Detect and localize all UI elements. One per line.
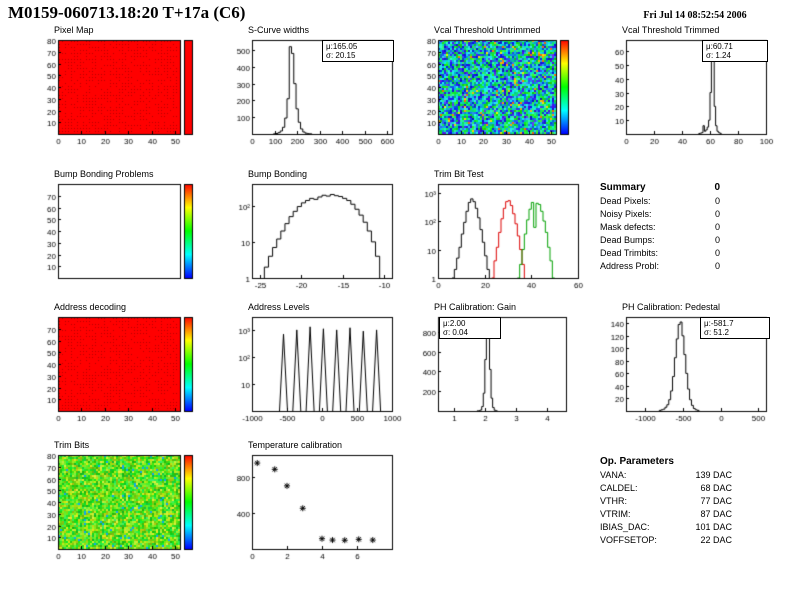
vcal-threshold-untrimmed-title: Vcal Threshold Untrimmed (434, 25, 541, 35)
pixel-map-title: Pixel Map (54, 25, 94, 35)
vcal-threshold-untrimmed-plot (408, 36, 594, 158)
stat-sigma: σ: 1.24 (706, 51, 731, 60)
summary-grade: 0 (714, 182, 720, 193)
op-parameters-header: Op. Parameters (600, 455, 732, 468)
trim-bits-plot (28, 451, 214, 573)
address-levels-plot (222, 313, 408, 435)
stat-mu: μ:2.00 (443, 319, 466, 328)
trim-bits-title: Trim Bits (54, 440, 90, 450)
page-title: M0159-060713.18:20 T+17a (C6) (8, 3, 246, 22)
bump-bonding-plot (222, 180, 408, 302)
summary-row-dead-trimbits: Dead Trimbits: 0 (600, 247, 720, 258)
stat-sigma: σ: 0.04 (443, 328, 468, 337)
stat-mu: μ:60.71 (706, 42, 733, 51)
bump-bonding-problems-title: Bump Bonding Problems (54, 169, 154, 179)
trim-bit-test-plot (408, 180, 594, 302)
timestamp: Fri Jul 14 08:52:54 2006 (643, 10, 747, 21)
op-row-caldel: CALDEL: 68 DAC (600, 482, 732, 493)
stat-sigma: σ: 51.2 (704, 328, 729, 337)
stat-mu: μ:-581.7 (704, 319, 734, 328)
op-row-vthr: VTHR: 77 DAC (600, 495, 732, 506)
op-row-vtrim: VTRIM: 87 DAC (600, 508, 732, 519)
summary-panel: Summary 0 Dead Pixels: 0 Noisy Pixels: 0 M… (600, 181, 720, 272)
bump-bonding-title: Bump Bonding (248, 169, 308, 179)
temperature-calibration-plot (222, 451, 408, 573)
vcal-trimmed-stats-box: μ:60.71 σ: 1.24 (702, 40, 768, 62)
address-decoding-plot (28, 313, 214, 435)
address-decoding-title: Address decoding (54, 302, 127, 312)
temperature-calibration-title: Temperature calibration (248, 440, 343, 450)
summary-row-address-probl: Address Probl: 0 (600, 260, 720, 271)
op-row-voffsetop: VOFFSETOP: 22 DAC (600, 534, 732, 545)
summary-row-noisy-pixels: Noisy Pixels: 0 (600, 208, 720, 219)
summary-row-dead-pixels: Dead Pixels: 0 (600, 195, 720, 206)
summary-row-dead-bumps: Dead Bumps: 0 (600, 234, 720, 245)
summary-row-mask-defects: Mask defects: 0 (600, 221, 720, 232)
s-curve-stats-box: μ:165.05 σ: 20.15 (322, 40, 394, 62)
op-parameters-title: Op. Parameters (600, 456, 674, 467)
bump-bonding-problems-plot (28, 180, 214, 302)
s-curve-widths-title: S-Curve widths (248, 25, 310, 35)
ph-calibration-pedestal-title: PH Calibration: Pedestal (622, 302, 721, 312)
vcal-threshold-trimmed-title: Vcal Threshold Trimmed (622, 25, 720, 35)
summary-title: Summary (600, 182, 646, 193)
ph-calibration-gain-plot (408, 313, 594, 435)
ph-pedestal-stats-box: μ:-581.7 σ: 51.2 (700, 317, 770, 339)
address-levels-title: Address Levels (248, 302, 310, 312)
op-row-vana: VANA: 139 DAC (600, 469, 732, 480)
op-parameters-panel: Op. Parameters VANA: 139 DAC CALDEL: 68 DA… (600, 455, 732, 546)
summary-header: Summary 0 (600, 181, 720, 194)
ph-gain-stats-box: μ:2.00 σ: 0.04 (439, 317, 501, 339)
ph-calibration-gain-title: PH Calibration: Gain (434, 302, 517, 312)
stat-mu: μ:165.05 (326, 42, 358, 51)
trim-bit-test-title: Trim Bit Test (434, 169, 484, 179)
pixel-map-plot (28, 36, 214, 158)
op-row-ibias-dac: IBIAS_DAC: 101 DAC (600, 521, 732, 532)
stat-sigma: σ: 20.15 (326, 51, 356, 60)
